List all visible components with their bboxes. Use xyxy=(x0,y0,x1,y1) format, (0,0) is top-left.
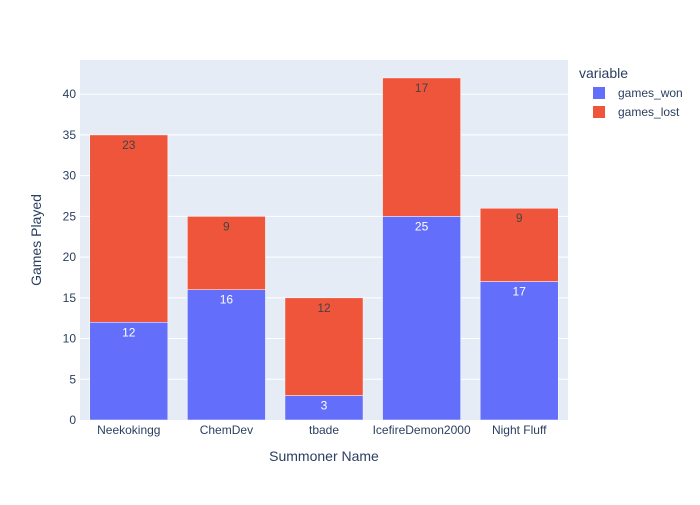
legend-title: variable xyxy=(579,65,628,81)
legend-swatch-games_lost[interactable] xyxy=(593,106,605,118)
y-tick-label: 40 xyxy=(63,87,77,101)
bar-games_lost[interactable] xyxy=(284,297,364,396)
x-tick-label: ChemDev xyxy=(200,423,253,437)
legend: variable games_won games_lost xyxy=(579,65,683,119)
y-tick-label: 25 xyxy=(63,209,77,223)
x-axis-title: Summoner Name xyxy=(269,448,379,464)
bar-games_won[interactable] xyxy=(89,322,169,421)
bar-games_won[interactable] xyxy=(284,395,364,421)
bar-labels: 12 23 16 9 3 12 25 17 17 9 xyxy=(122,81,526,413)
y-tick-label: 5 xyxy=(69,372,76,386)
x-tick-label: Night Fluff xyxy=(492,423,547,437)
y-tick-label: 15 xyxy=(63,291,77,305)
bar-value-label: 16 xyxy=(220,293,234,307)
bar-value-label: 9 xyxy=(516,211,523,225)
bar-games_won[interactable] xyxy=(382,216,461,421)
bar-value-label: 17 xyxy=(415,81,429,95)
legend-swatch-games_won[interactable] xyxy=(593,87,605,99)
bar-games_lost[interactable] xyxy=(479,207,559,282)
y-tick-label: 10 xyxy=(63,332,77,346)
bar-games_won[interactable] xyxy=(187,289,266,421)
bar-value-label: 12 xyxy=(317,301,331,315)
bar-games_lost[interactable] xyxy=(187,216,266,290)
bar-games_lost[interactable] xyxy=(382,77,461,217)
bars xyxy=(89,77,559,421)
legend-label[interactable]: games_won xyxy=(618,86,683,100)
bar-games_lost[interactable] xyxy=(89,134,169,323)
y-tick-label: 20 xyxy=(63,250,77,264)
bar-value-label: 25 xyxy=(415,219,429,233)
y-axis-title: Games Played xyxy=(28,194,44,286)
y-tick-label: 30 xyxy=(63,169,77,183)
x-tick-label: Neekokingg xyxy=(97,423,160,437)
bar-value-label: 12 xyxy=(122,325,136,339)
y-tick-label: 35 xyxy=(63,128,77,142)
y-tick-label: 0 xyxy=(69,413,76,427)
bar-games_won[interactable] xyxy=(479,281,559,421)
bar-value-label: 3 xyxy=(321,399,328,413)
y-axis-ticks: 0 5 10 15 20 25 30 35 40 xyxy=(63,87,77,427)
bar-value-label: 9 xyxy=(223,219,230,233)
legend-label[interactable]: games_lost xyxy=(618,105,680,119)
bar-value-label: 23 xyxy=(122,138,136,152)
x-axis-ticks: Neekokingg ChemDev tbade IcefireDemon2000 Ni… xyxy=(97,423,547,437)
x-tick-label: IcefireDemon2000 xyxy=(373,423,471,437)
x-tick-label: tbade xyxy=(309,423,339,437)
bar-value-label: 17 xyxy=(513,285,527,299)
